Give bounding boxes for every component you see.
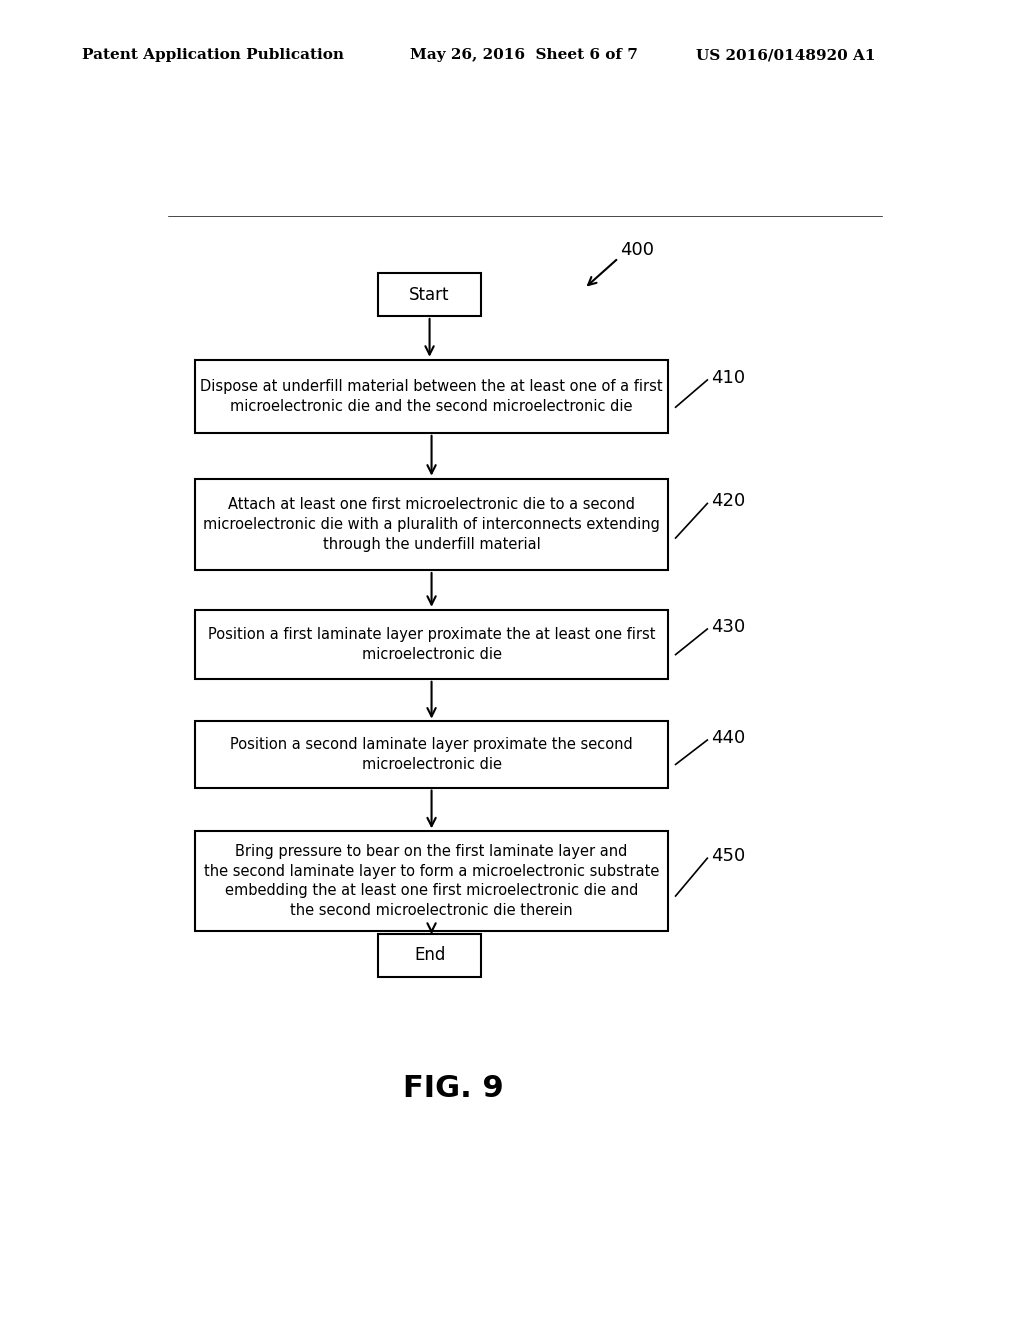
Text: 450: 450 xyxy=(712,847,745,865)
FancyBboxPatch shape xyxy=(196,722,668,788)
Text: US 2016/0148920 A1: US 2016/0148920 A1 xyxy=(696,49,876,62)
Text: 410: 410 xyxy=(712,370,745,387)
FancyBboxPatch shape xyxy=(378,273,481,315)
Text: Position a second laminate layer proximate the second
microelectronic die: Position a second laminate layer proxima… xyxy=(230,737,633,772)
FancyBboxPatch shape xyxy=(378,935,481,977)
Text: FIG. 9: FIG. 9 xyxy=(403,1074,504,1104)
Text: Bring pressure to bear on the first laminate layer and
the second laminate layer: Bring pressure to bear on the first lami… xyxy=(204,843,659,919)
FancyBboxPatch shape xyxy=(196,359,668,433)
FancyBboxPatch shape xyxy=(196,832,668,931)
Text: 440: 440 xyxy=(712,729,745,747)
Text: Position a first laminate layer proximate the at least one first
microelectronic: Position a first laminate layer proximat… xyxy=(208,627,655,661)
Text: May 26, 2016  Sheet 6 of 7: May 26, 2016 Sheet 6 of 7 xyxy=(410,49,638,62)
FancyBboxPatch shape xyxy=(196,610,668,678)
FancyBboxPatch shape xyxy=(196,479,668,570)
Text: 400: 400 xyxy=(620,240,654,259)
Text: 430: 430 xyxy=(712,618,745,636)
Text: Start: Start xyxy=(410,285,450,304)
Text: Attach at least one first microelectronic die to a second
microelectronic die wi: Attach at least one first microelectroni… xyxy=(203,498,660,552)
Text: 420: 420 xyxy=(712,492,745,511)
Text: Patent Application Publication: Patent Application Publication xyxy=(82,49,344,62)
Text: End: End xyxy=(414,946,445,964)
Text: Dispose at underfill material between the at least one of a first
microelectroni: Dispose at underfill material between th… xyxy=(201,379,663,413)
